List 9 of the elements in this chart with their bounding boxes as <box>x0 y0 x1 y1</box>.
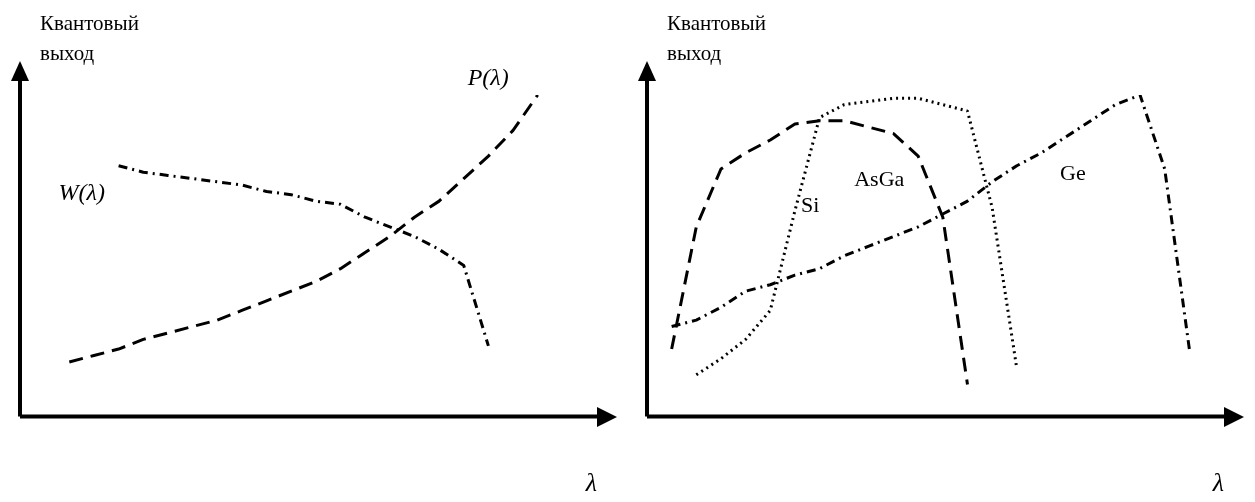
series-label: Si <box>800 191 820 217</box>
y-axis-title: Квантовый выход <box>667 10 767 67</box>
series-label: W(λ) <box>58 179 105 206</box>
x-axis-title: λ <box>585 468 597 498</box>
series-label: P(λ) <box>466 64 509 91</box>
series-label: Ge <box>1060 159 1086 185</box>
x-axis-title: λ <box>1212 468 1224 498</box>
y-axis-title: Квантовый выход <box>40 10 140 67</box>
series-label: AsGa <box>854 165 905 191</box>
